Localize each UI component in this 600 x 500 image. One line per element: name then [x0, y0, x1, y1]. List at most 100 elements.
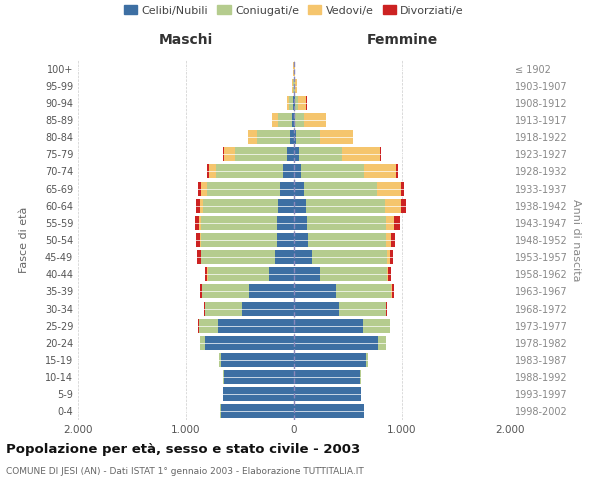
Bar [194, 216, 199, 230]
Bar [294, 388, 361, 402]
Bar [294, 302, 340, 316]
Bar [294, 198, 306, 212]
Bar [295, 96, 298, 110]
Bar [342, 148, 380, 162]
Bar [312, 250, 388, 264]
Bar [294, 284, 336, 298]
Bar [294, 182, 304, 196]
Bar [336, 284, 391, 298]
Bar [391, 233, 395, 247]
Bar [248, 130, 257, 144]
Bar [378, 336, 386, 350]
Bar [206, 182, 280, 196]
Bar [216, 164, 283, 178]
Bar [294, 148, 299, 162]
Bar [197, 250, 200, 264]
Bar [299, 148, 342, 162]
Bar [280, 182, 294, 196]
Bar [287, 96, 289, 110]
Bar [306, 198, 385, 212]
Bar [294, 164, 301, 178]
Bar [218, 318, 294, 332]
Text: Maschi: Maschi [159, 34, 213, 48]
Bar [199, 198, 203, 212]
Bar [208, 268, 269, 281]
Bar [366, 353, 368, 367]
Bar [257, 130, 290, 144]
Bar [364, 164, 396, 178]
Text: Fasce di età: Fasce di età [19, 207, 29, 273]
Bar [248, 284, 294, 298]
Bar [386, 216, 394, 230]
Bar [307, 216, 386, 230]
Bar [199, 318, 218, 332]
Bar [242, 302, 294, 316]
Bar [363, 318, 389, 332]
Bar [196, 233, 200, 247]
Bar [223, 388, 294, 402]
Bar [224, 148, 235, 162]
Bar [320, 268, 387, 281]
Bar [294, 318, 363, 332]
Bar [401, 182, 404, 196]
Bar [201, 182, 206, 196]
Bar [293, 96, 294, 110]
Text: COMUNE DI JESI (AN) - Dati ISTAT 1° gennaio 2003 - Elaborazione TUTTITALIA.IT: COMUNE DI JESI (AN) - Dati ISTAT 1° genn… [6, 468, 364, 476]
Bar [294, 130, 296, 144]
Bar [294, 268, 320, 281]
Bar [294, 250, 312, 264]
Bar [221, 353, 294, 367]
Bar [277, 233, 294, 247]
Bar [205, 336, 294, 350]
Bar [201, 250, 275, 264]
Text: Anni di nascita: Anni di nascita [571, 198, 581, 281]
Bar [278, 113, 292, 127]
Bar [196, 198, 199, 212]
Bar [294, 370, 360, 384]
Bar [294, 404, 364, 418]
Bar [200, 216, 277, 230]
Bar [385, 198, 401, 212]
Bar [340, 302, 386, 316]
Bar [388, 268, 391, 281]
Bar [208, 164, 209, 178]
Bar [377, 182, 401, 196]
Bar [205, 302, 242, 316]
Bar [396, 164, 398, 178]
Bar [360, 370, 361, 384]
Bar [387, 268, 388, 281]
Bar [294, 216, 307, 230]
Bar [289, 96, 293, 110]
Bar [219, 353, 221, 367]
Bar [200, 284, 202, 298]
Bar [292, 113, 294, 127]
Bar [275, 250, 294, 264]
Bar [199, 182, 201, 196]
Bar [269, 268, 294, 281]
Bar [199, 216, 200, 230]
Bar [235, 148, 287, 162]
Bar [290, 130, 294, 144]
Bar [287, 148, 294, 162]
Bar [386, 302, 388, 316]
Bar [298, 96, 307, 110]
Bar [380, 148, 381, 162]
Bar [389, 250, 394, 264]
Bar [308, 233, 386, 247]
Bar [304, 113, 326, 127]
Bar [295, 78, 297, 92]
Bar [296, 130, 320, 144]
Bar [301, 164, 364, 178]
Bar [223, 148, 224, 162]
Text: Popolazione per età, sesso e stato civile - 2003: Popolazione per età, sesso e stato civil… [6, 442, 360, 456]
Bar [386, 233, 391, 247]
Bar [320, 130, 353, 144]
Bar [202, 284, 248, 298]
Bar [221, 404, 294, 418]
Bar [392, 284, 394, 298]
Bar [205, 268, 207, 281]
Bar [209, 164, 216, 178]
Bar [203, 198, 278, 212]
Bar [294, 113, 295, 127]
Bar [401, 198, 406, 212]
